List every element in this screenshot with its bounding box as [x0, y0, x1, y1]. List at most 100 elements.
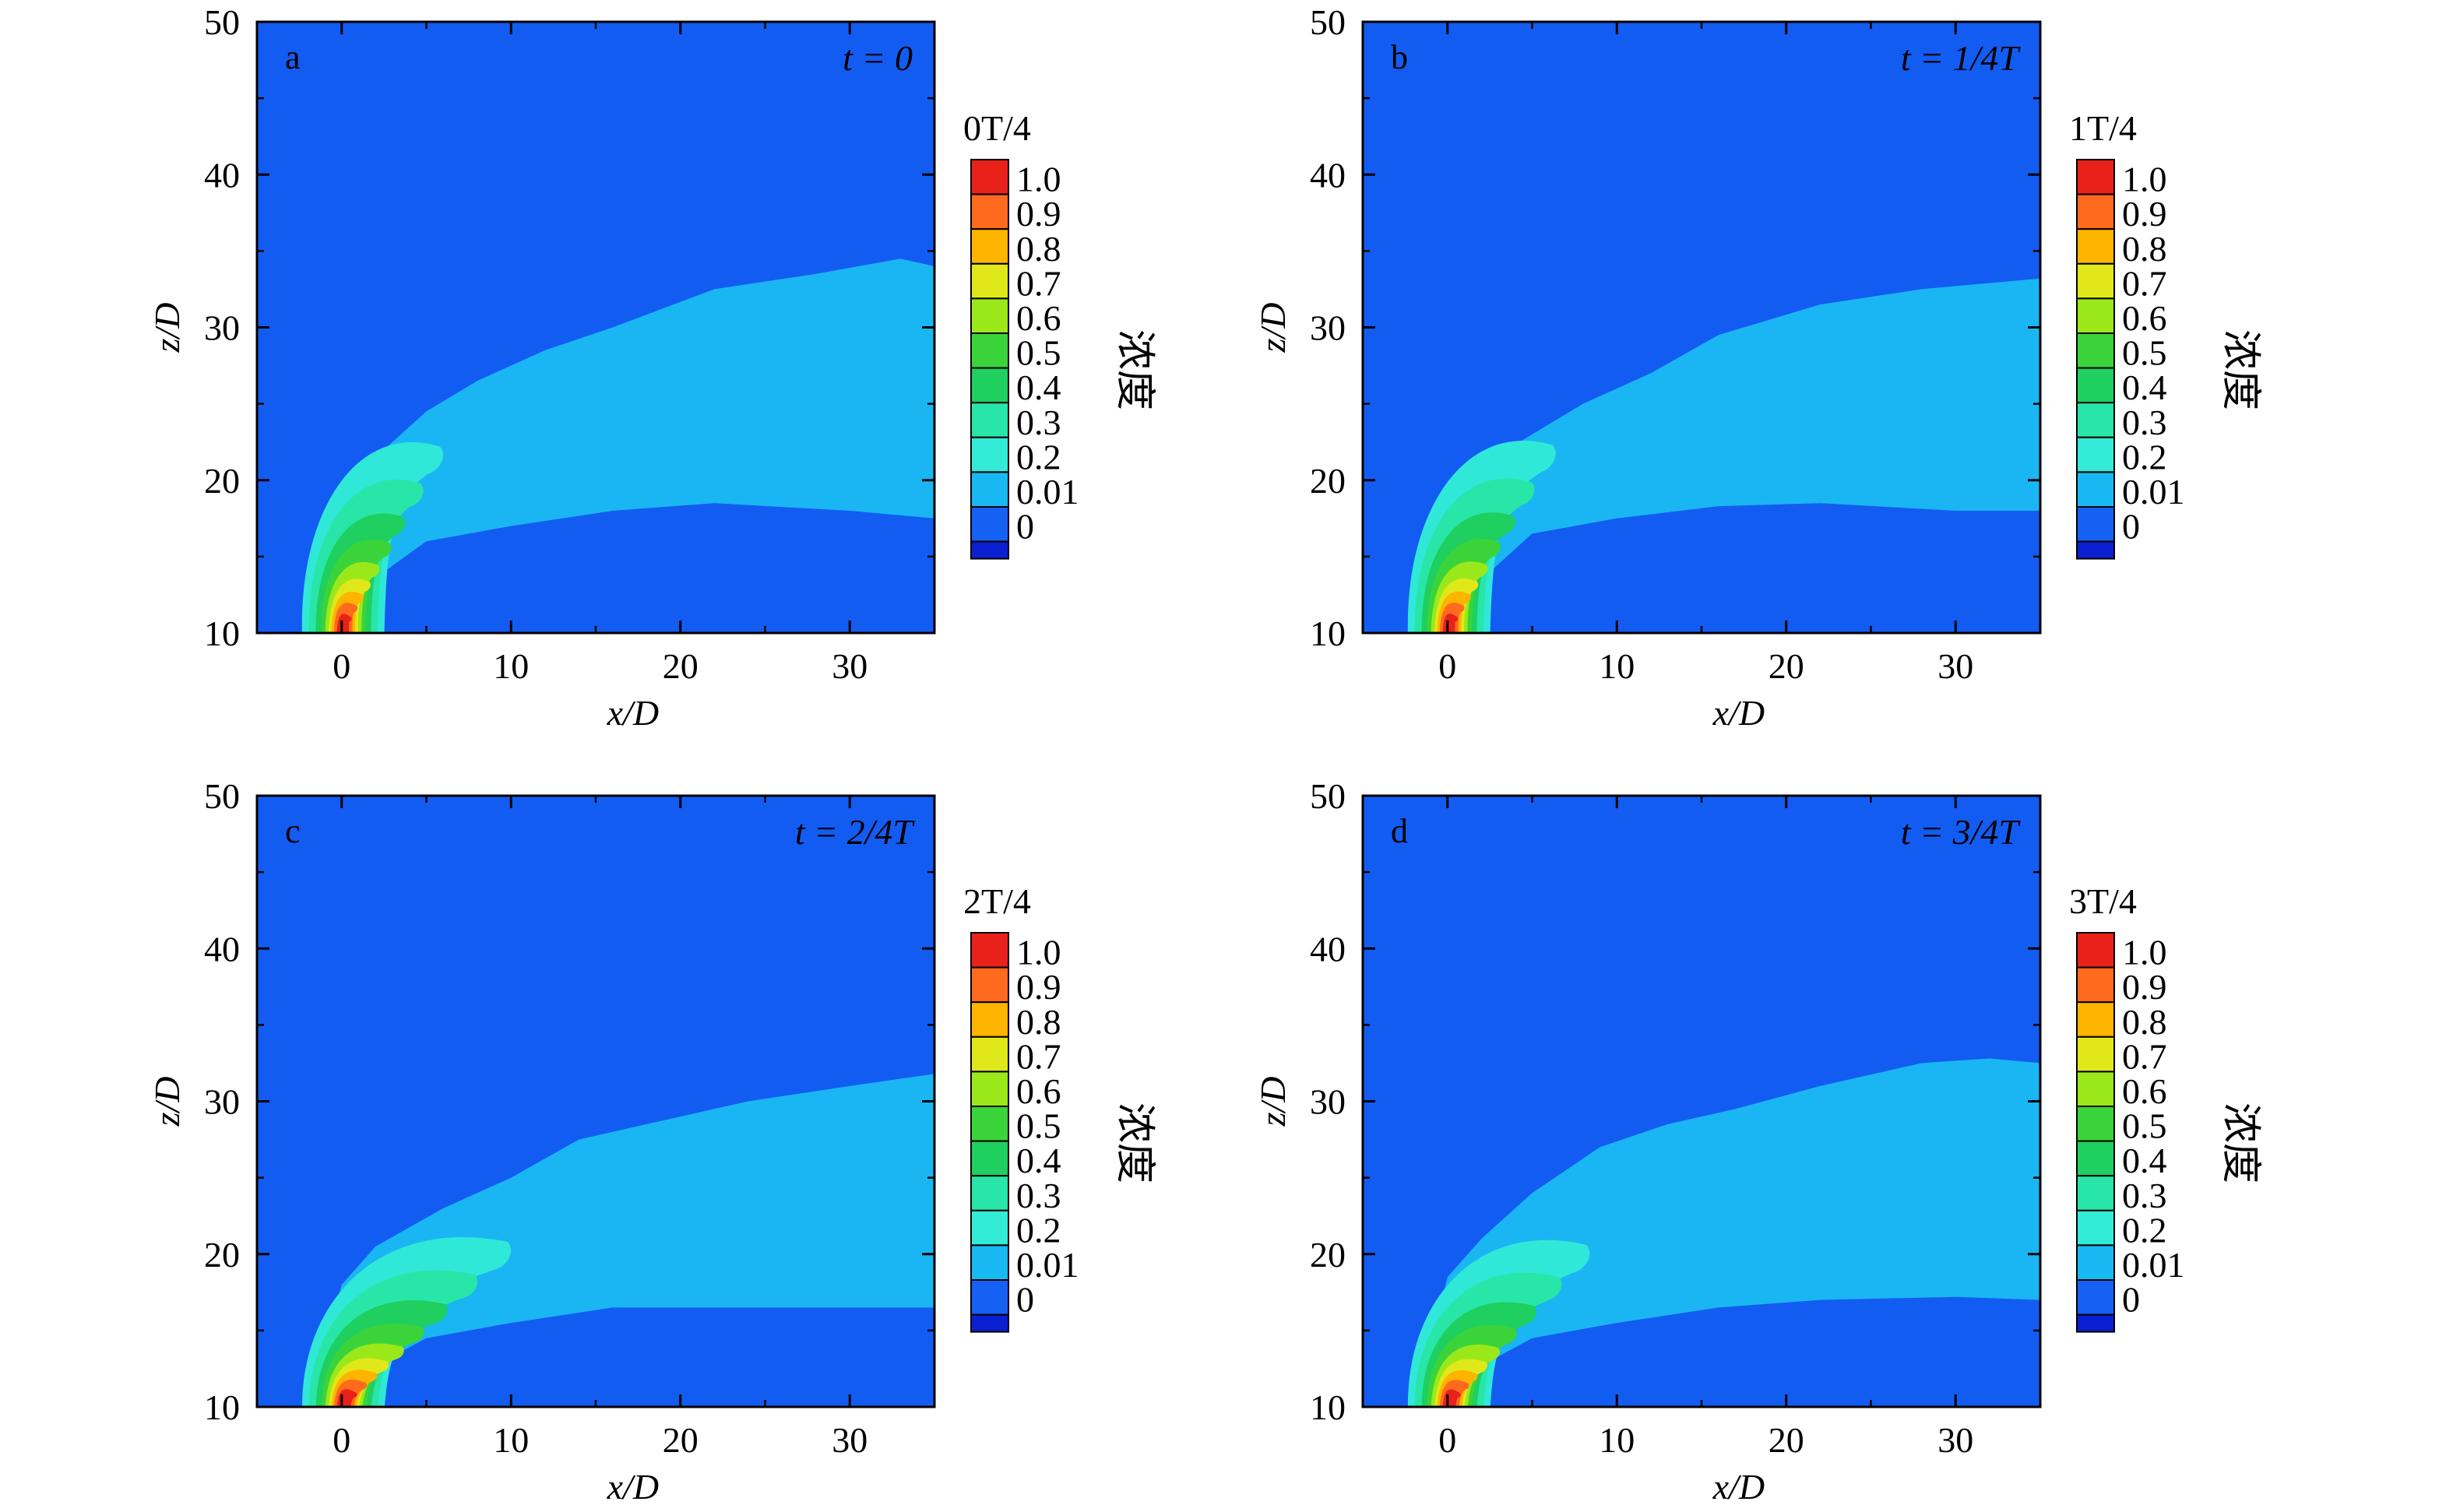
colorbar-swatch: [970, 193, 1009, 230]
panel-letter: a: [285, 38, 301, 76]
colorbar-level-label: 0.5: [1016, 333, 1061, 373]
colorbar-swatch: [970, 1175, 1009, 1211]
y-tick-label: 10: [204, 1387, 240, 1427]
colorbar-level-label: 1.0: [2122, 160, 2167, 199]
y-tick-label: 50: [1310, 2, 1346, 42]
y-tick-label: 40: [1310, 929, 1346, 969]
colorbar-level-label: 0.4: [1016, 1141, 1061, 1180]
y-tick-label: 40: [1310, 155, 1346, 195]
colorbar-level-label: 0.6: [1016, 298, 1061, 338]
colorbar-level-label: 0.6: [2122, 1071, 2167, 1111]
x-axis-label: x/D: [607, 1467, 659, 1507]
colorbar-swatch: [2076, 367, 2115, 404]
colorbar-title: 2T/4: [963, 881, 1031, 921]
colorbar-swatch: [2076, 297, 2115, 334]
y-tick-label: 50: [204, 776, 240, 816]
colorbar-level-label: 1.0: [1016, 933, 1061, 972]
x-tick-label: 20: [663, 646, 699, 686]
colorbar-swatch: [970, 367, 1009, 404]
colorbar-level-label: 0.2: [1016, 437, 1061, 476]
colorbar-swatch: [970, 1140, 1009, 1177]
colorbar-swatch: [2076, 1071, 2115, 1108]
colorbar-swatch: [970, 932, 1009, 969]
colorbar-swatch: [970, 436, 1009, 473]
colorbar-swatch: [2076, 506, 2115, 543]
colorbar-level-label: 0.8: [2122, 1002, 2167, 1042]
colorbar-level-label: 0.01: [2122, 472, 2185, 512]
colorbar-swatch: [2076, 1140, 2115, 1177]
y-axis-label: z/D: [1253, 303, 1293, 353]
colorbar-level-label: 0.3: [1016, 403, 1061, 442]
y-axis-label: z/D: [147, 1077, 187, 1127]
colorbar-level-label: 0.8: [1016, 1002, 1061, 1042]
colorbar: 1T/4 1.00.90.80.70.60.50.40.30.20.010 浓度: [2069, 108, 2264, 560]
y-tick-label: 40: [204, 155, 240, 195]
colorbar-level-label: 0.6: [1016, 1071, 1061, 1111]
colorbar-swatch: [2076, 402, 2115, 438]
colorbar-title: 3T/4: [2069, 881, 2137, 921]
colorbar-swatch: [2076, 1175, 2115, 1211]
colorbar-swatch: [970, 1313, 1009, 1333]
x-tick-label: 0: [333, 646, 350, 686]
colorbar-level-label: 0.2: [2122, 1210, 2167, 1250]
colorbar: 0T/4 1.00.90.80.70.60.50.40.30.20.010 浓度: [963, 108, 1158, 560]
x-tick-label: 10: [493, 1420, 529, 1460]
colorbar-swatch: [970, 1071, 1009, 1108]
colorbar-swatch: [2076, 1209, 2115, 1247]
x-tick-label: 10: [1599, 1420, 1635, 1460]
colorbar-level-label: 0.8: [1016, 229, 1061, 269]
x-tick-label: 30: [832, 646, 868, 686]
colorbar-swatch: [970, 262, 1009, 300]
colorbar-swatch: [970, 1001, 1009, 1038]
colorbar-swatch: [970, 540, 1009, 560]
colorbar-level-label: 0.5: [1016, 1106, 1061, 1146]
time-label: t = 2/4T: [795, 812, 916, 852]
colorbar-level-label: 0.9: [2122, 967, 2167, 1007]
x-tick-label: 10: [1599, 646, 1635, 686]
y-tick-label: 10: [1310, 614, 1346, 653]
panel-letter: b: [1391, 38, 1408, 76]
colorbar-swatch: [970, 1244, 1009, 1282]
y-tick-label: 30: [204, 308, 240, 348]
colorbar-name: 浓度: [2217, 1102, 2264, 1183]
colorbar-level-label: 0: [1016, 1280, 1034, 1320]
colorbar-level-label: 0.8: [2122, 229, 2167, 269]
y-tick-label: 50: [1310, 776, 1346, 816]
colorbar-swatch: [970, 1036, 1009, 1073]
colorbar-swatch: [970, 402, 1009, 438]
panel-letter: d: [1391, 812, 1408, 850]
colorbar-swatch: [2076, 1106, 2115, 1142]
colorbar-level-label: 0.3: [2122, 1176, 2167, 1215]
contour-layer: [1407, 278, 2040, 633]
time-label: t = 1/4T: [1901, 38, 2022, 78]
time-label: t = 0: [843, 38, 913, 78]
colorbar-level-label: 0.2: [2122, 437, 2167, 476]
colorbar-level-label: 0.3: [2122, 403, 2167, 442]
x-tick-label: 20: [663, 1420, 699, 1460]
colorbar-swatch: [970, 159, 1009, 195]
colorbar-swatch: [2076, 1313, 2115, 1333]
colorbar-level-label: 0.2: [1016, 1210, 1061, 1250]
colorbar-swatch: [2076, 966, 2115, 1004]
x-tick-label: 30: [832, 1420, 868, 1460]
colorbar-level-label: 0.01: [2122, 1245, 2185, 1285]
x-axis-label: x/D: [607, 693, 659, 733]
y-tick-label: 10: [1310, 1387, 1346, 1427]
colorbar-level-label: 0.7: [1016, 263, 1061, 303]
y-tick-label: 20: [204, 1235, 240, 1275]
x-tick-label: 0: [1438, 1420, 1456, 1460]
plume-outer-region: [1422, 278, 2040, 633]
x-tick-label: 20: [1768, 646, 1804, 686]
contour-layer: [301, 258, 934, 633]
y-tick-label: 50: [204, 2, 240, 42]
colorbar-swatch: [970, 471, 1009, 508]
colorbar-level-label: 0.9: [1016, 194, 1061, 234]
x-axis-label: x/D: [1712, 1467, 1765, 1507]
colorbar-swatch: [2076, 1279, 2115, 1316]
colorbar-swatch: [2076, 471, 2115, 508]
contour-layer: [1407, 1058, 2040, 1407]
colorbar-name: 浓度: [1111, 329, 1158, 410]
plume-outer-region: [316, 258, 934, 633]
colorbar-swatch: [2076, 540, 2115, 560]
